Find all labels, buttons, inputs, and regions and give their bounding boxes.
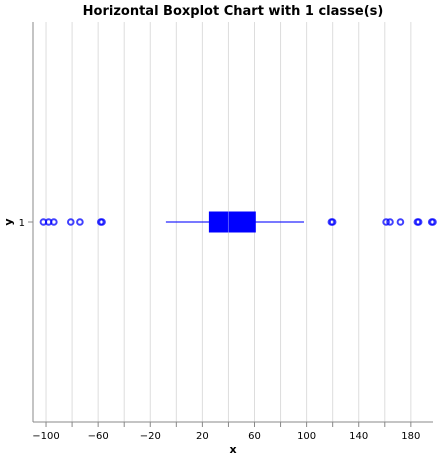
outlier-point (396, 218, 405, 226)
outlier-point (76, 218, 84, 226)
x-tick-label: 100 (297, 431, 316, 442)
x-axis-label: x (229, 443, 236, 456)
x-tick-label: −60 (88, 431, 109, 442)
y-axis-label: y (2, 218, 15, 225)
outlier-point (50, 218, 58, 226)
outlier-point (382, 218, 390, 226)
outlier-point (66, 218, 75, 226)
x-tick-label: 20 (196, 431, 209, 442)
outlier-point (429, 218, 437, 226)
y-tick-label: 1 (19, 218, 25, 229)
x-tick-label: −100 (32, 431, 59, 442)
x-tick-label: 60 (248, 431, 261, 442)
box-iqr (208, 211, 256, 233)
x-axis: −100 −60 −20 20 60 100 140 180 (32, 421, 433, 442)
y-axis: 1 (19, 22, 34, 422)
plot-area (39, 211, 437, 233)
outlier-point (328, 218, 337, 226)
x-tick-label: −20 (140, 431, 161, 442)
outlier-point (98, 218, 106, 226)
x-tick-label: 140 (349, 431, 368, 442)
x-tick-label: 180 (401, 431, 420, 442)
outlier-point (414, 218, 423, 226)
outlier-point (386, 218, 394, 226)
chart-title: Horizontal Boxplot Chart with 1 classe(s… (83, 4, 384, 19)
